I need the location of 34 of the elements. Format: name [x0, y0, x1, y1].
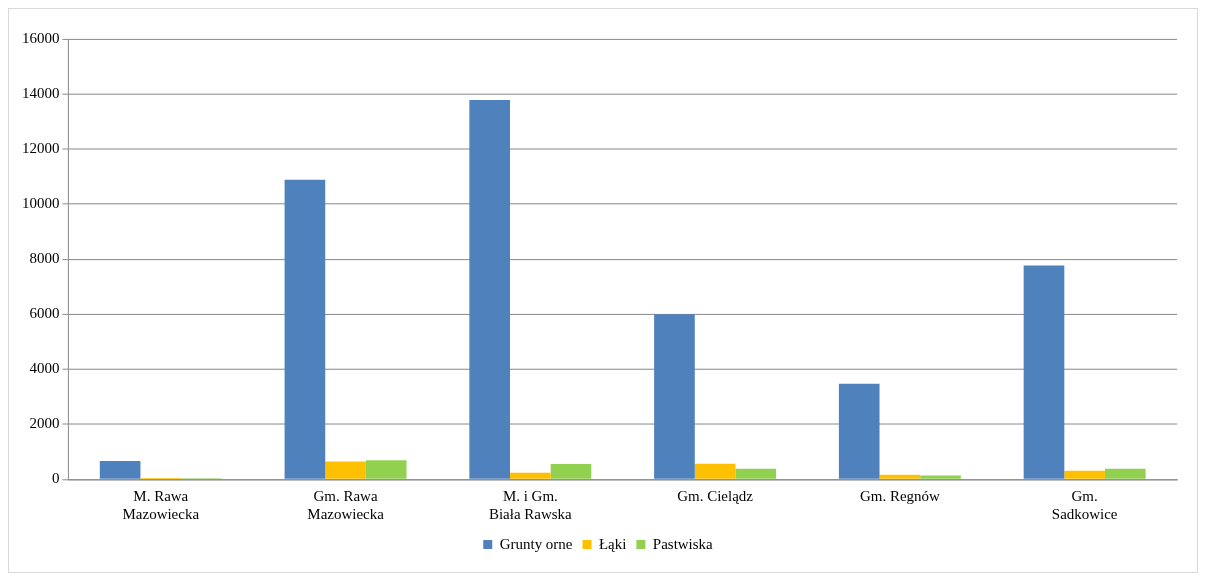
bar [879, 474, 921, 479]
y-tick-label: 12000 [21, 139, 60, 156]
x-tick-label: Gm. Sadkowice [1051, 488, 1118, 523]
bar [654, 314, 695, 479]
bar [694, 463, 736, 479]
legend-label: Pastwiska [652, 535, 714, 552]
x-tick-label: Gm. Cielądz [677, 488, 754, 505]
legend-label: Łąki [598, 535, 627, 552]
bar [510, 472, 551, 479]
bar [284, 179, 326, 479]
y-tick-label: 0 [51, 470, 60, 487]
bar [365, 460, 407, 479]
y-tick-label: 10000 [21, 194, 60, 211]
bar [1023, 265, 1065, 479]
bar [920, 475, 961, 479]
x-tick-label: Gm. Rawa Mazowiecka [307, 488, 385, 523]
y-tick-label: 8000 [29, 250, 60, 267]
x-tick-label: M. Rawa Mazowiecka [122, 488, 200, 523]
bar [838, 383, 880, 479]
bar [550, 463, 592, 479]
y-tick-label: 14000 [21, 84, 60, 101]
x-tick-label: Gm. Regnów [859, 488, 940, 505]
y-tick-label: 2000 [29, 415, 60, 432]
y-tick-label: 4000 [29, 360, 60, 377]
y-tick-label: 6000 [29, 305, 60, 322]
bar [469, 100, 511, 479]
x-tick-label: M. i Gm. Biała Rawska [488, 488, 573, 523]
bar [735, 468, 777, 479]
bar [99, 460, 141, 479]
legend-label: Grunty orne [499, 535, 573, 552]
bar [1104, 468, 1146, 479]
bar [1064, 470, 1105, 479]
y-tick-label: 16000 [21, 29, 60, 46]
bar [325, 461, 366, 479]
